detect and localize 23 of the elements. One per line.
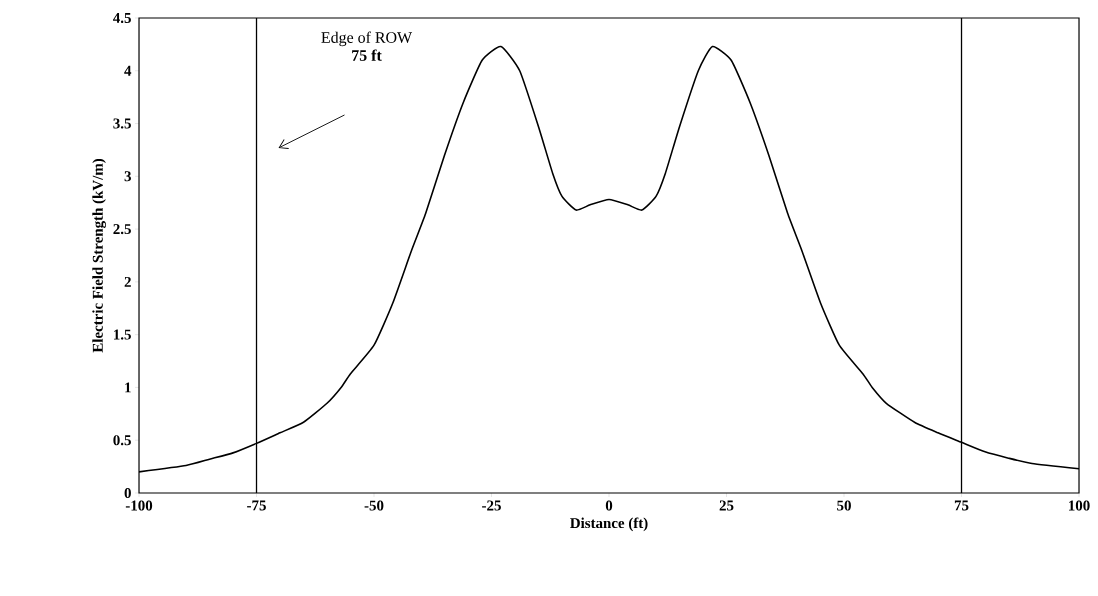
annotation: Edge of ROW bbox=[321, 31, 413, 47]
y-tick-label: 4 bbox=[124, 65, 132, 76]
x-tick-label: 25 bbox=[719, 500, 734, 511]
y-tick-label: 2.5 bbox=[113, 224, 131, 235]
x-tick-label: 75 bbox=[954, 500, 969, 511]
y-tick-label: 1.5 bbox=[114, 329, 131, 340]
x-tick-label: 0 bbox=[605, 500, 613, 511]
y-tick-label: 2 bbox=[124, 276, 131, 287]
x-tick-label: 100 bbox=[1069, 500, 1090, 511]
y-tick-label: 4.5 bbox=[113, 12, 131, 24]
x-tick-label: 50 bbox=[837, 500, 851, 511]
y-tick-label: 1 bbox=[125, 382, 131, 393]
x-tick-label: -100 bbox=[125, 500, 153, 511]
y-tick-label: 0 bbox=[124, 487, 131, 499]
x-tick-label: -50 bbox=[364, 500, 384, 511]
x-axis-title: Distance (ft) bbox=[570, 517, 648, 532]
x-tick-label: -75 bbox=[247, 500, 266, 511]
y-tick-label: 3 bbox=[124, 171, 131, 182]
y-tick-label: 0.5 bbox=[113, 435, 131, 446]
annotation: 75 ft bbox=[352, 49, 382, 61]
y-tick-label: 3.5 bbox=[113, 118, 131, 129]
y-axis-title: Electric Field Strength (kV/m) bbox=[92, 158, 106, 353]
x-tick-label: -25 bbox=[482, 500, 501, 511]
